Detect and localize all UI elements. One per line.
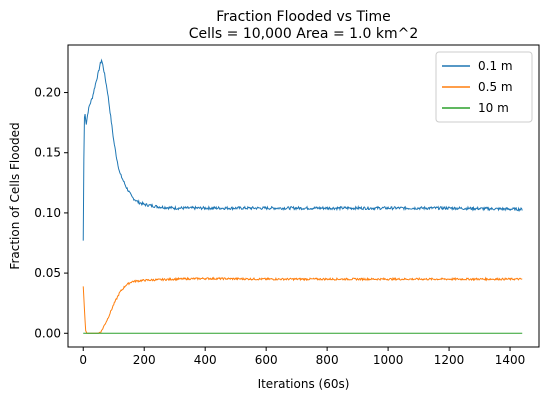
x-tick-label: 800	[316, 353, 339, 367]
x-tick-label: 1400	[495, 353, 526, 367]
x-tick-label: 1200	[434, 353, 465, 367]
y-tick-label: 0.15	[34, 146, 61, 160]
y-axis-ticks: 0.00 0.05 0.10 0.15 0.20	[34, 86, 68, 340]
series-line-1	[82, 276, 523, 334]
y-axis-label: Fraction of Cells Flooded	[8, 122, 22, 269]
chart-title-line-1: Fraction Flooded vs Time	[216, 9, 391, 25]
x-tick-label: 400	[194, 353, 217, 367]
plot-area	[82, 58, 523, 334]
legend: 0.1 m 0.5 m 10 m	[435, 51, 533, 123]
x-tick-label: 0	[79, 353, 87, 367]
x-tick-label: 1000	[373, 353, 404, 367]
legend-frame	[435, 51, 533, 123]
y-tick-label: 0.05	[34, 266, 61, 280]
legend-label-0: 0.1 m	[478, 59, 513, 73]
series-line-0	[82, 58, 523, 241]
legend-label-1: 0.5 m	[478, 80, 513, 94]
legend-label-2: 10 m	[478, 101, 509, 115]
x-axis-ticks: 0 200 400 600 800 1000 1200 1400	[79, 347, 525, 367]
plot-frame	[67, 44, 540, 348]
y-tick-label: 0.20	[34, 86, 61, 100]
x-tick-label: 600	[255, 353, 278, 367]
chart-title-line-2: Cells = 10,000 Area = 1.0 km^2	[189, 26, 418, 42]
y-tick-label: 0.10	[34, 206, 61, 220]
x-axis-label: Iterations (60s)	[258, 377, 350, 391]
x-tick-label: 200	[133, 353, 156, 367]
y-tick-label: 0.00	[34, 326, 61, 340]
